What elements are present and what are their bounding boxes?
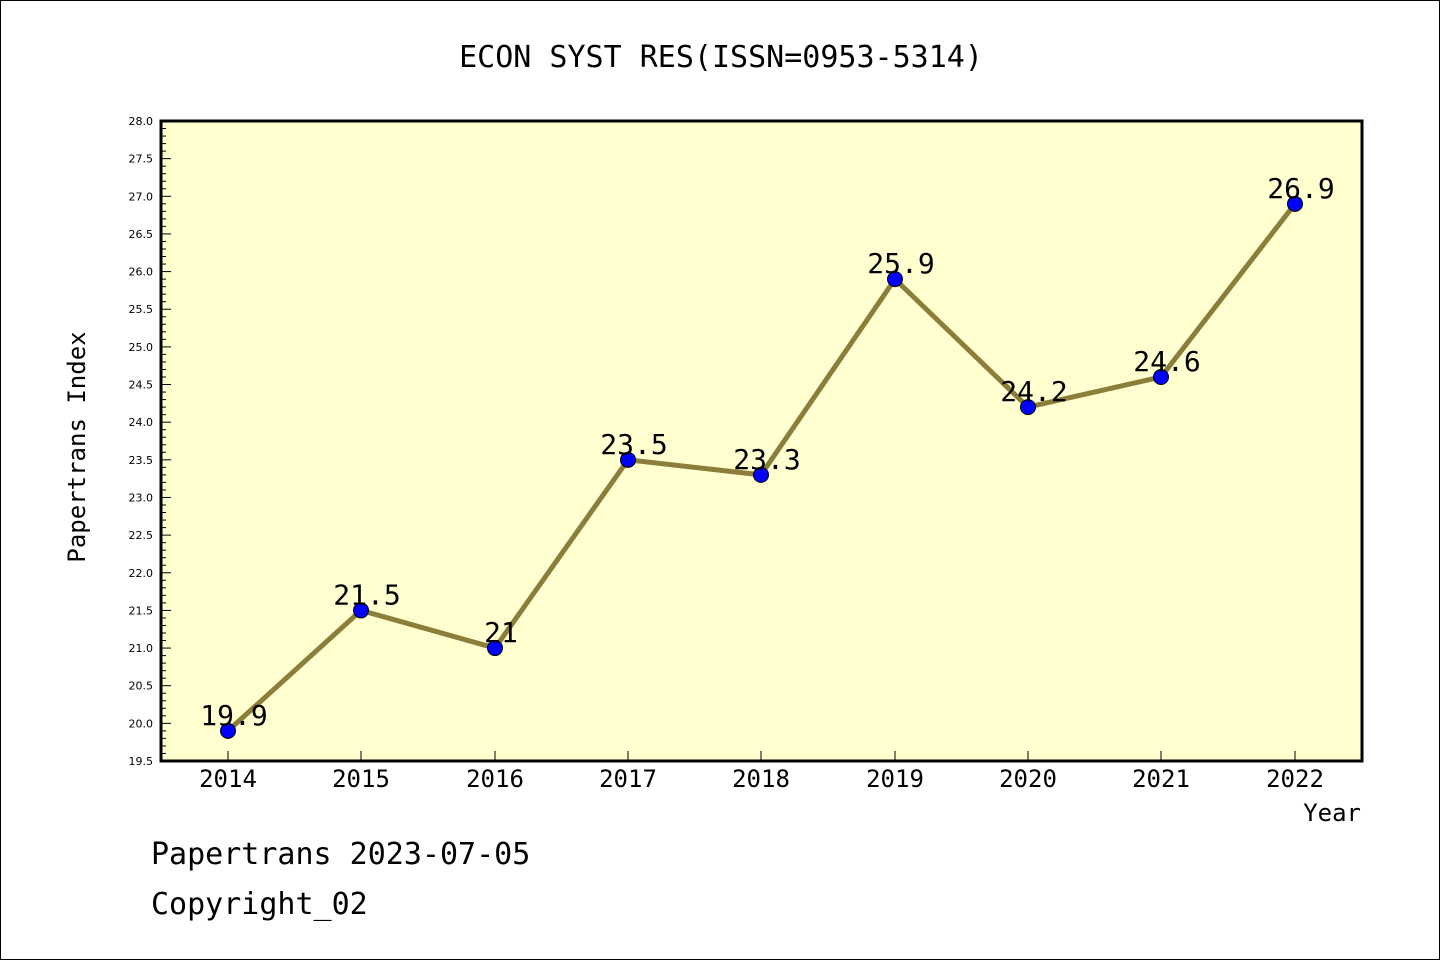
data-point-2022 — [1287, 195, 1303, 212]
y-tick-label: 26.0 — [129, 266, 154, 279]
y-tick-label: 20.0 — [129, 717, 154, 730]
y-tick-label: 19.5 — [129, 755, 154, 768]
data-label-2015: 21.5 — [333, 578, 400, 611]
x-tick-label: 2021 — [1132, 765, 1190, 793]
data-label-2019: 25.9 — [867, 247, 934, 280]
data-label-2014: 19.9 — [200, 699, 267, 732]
data-label-2021: 24.6 — [1133, 345, 1200, 378]
y-tick-label: 21.0 — [129, 642, 154, 655]
data-label-2017: 23.5 — [600, 428, 667, 461]
x-tick-label: 2016 — [466, 765, 524, 793]
x-axis: 2014 2015 2016 2017 2018 2019 2020 2021 2022 — [199, 751, 1324, 793]
data-point-2020 — [1020, 399, 1036, 416]
chart-title: ECON SYST RES(ISSN=0953-5314) — [459, 40, 983, 75]
footer-date: Papertrans 2023-07-05 — [151, 837, 531, 872]
x-axis-label: Year — [1303, 799, 1361, 827]
data-labels: 19.9 21.5 21 23.5 23.3 25.9 24.2 24.6 26.9 — [200, 172, 1334, 732]
y-tick-label: 24.5 — [129, 379, 154, 392]
y-tick-label: 27.0 — [129, 190, 154, 203]
data-point-2014 — [220, 722, 236, 739]
y-tick-label: 27.5 — [129, 153, 154, 166]
y-tick-label: 23.5 — [129, 454, 154, 467]
footer-copyright: Copyright_02 — [151, 887, 368, 922]
data-point-2017 — [620, 451, 636, 468]
y-tick-label: 21.5 — [129, 604, 154, 617]
y-axis-label: Papertrans Index — [63, 331, 91, 562]
plot-area — [161, 121, 1362, 761]
x-tick-label: 2015 — [332, 765, 390, 793]
y-tick-label: 20.5 — [129, 680, 154, 693]
x-tick-label: 2014 — [199, 765, 257, 793]
x-tick-label: 2022 — [1266, 765, 1324, 793]
data-label-2018: 23.3 — [733, 443, 800, 476]
y-tick-label: 25.0 — [129, 341, 154, 354]
y-tick-label: 23.0 — [129, 491, 154, 504]
plot-border — [159, 119, 1364, 763]
y-tick-label: 26.5 — [129, 228, 154, 241]
x-tick-label: 2018 — [732, 765, 790, 793]
y-tick-label: 25.5 — [129, 303, 154, 316]
y-tick-label: 22.5 — [129, 529, 154, 542]
x-tick-label: 2020 — [999, 765, 1057, 793]
y-tick-label: 28.0 — [129, 115, 154, 128]
y-axis: 19.5 20.0 20.5 21.0 21.5 22.0 22.5 23.0 23.5 24.0… — [129, 115, 171, 768]
data-point-2021 — [1153, 369, 1169, 385]
data-label-2020: 24.2 — [1000, 375, 1067, 408]
x-tick-label: 2019 — [866, 765, 924, 793]
y-tick-label: 24.0 — [129, 416, 154, 429]
y-tick-label: 22.0 — [129, 567, 154, 580]
data-point-2015 — [353, 602, 369, 619]
series-line-group — [220, 195, 1303, 739]
data-point-2019 — [887, 271, 903, 288]
data-point-2018 — [753, 466, 769, 483]
x-tick-label: 2017 — [599, 765, 657, 793]
data-label-2022: 26.9 — [1267, 172, 1334, 205]
data-label-2016: 21 — [484, 616, 518, 649]
data-point-2016 — [487, 640, 503, 657]
